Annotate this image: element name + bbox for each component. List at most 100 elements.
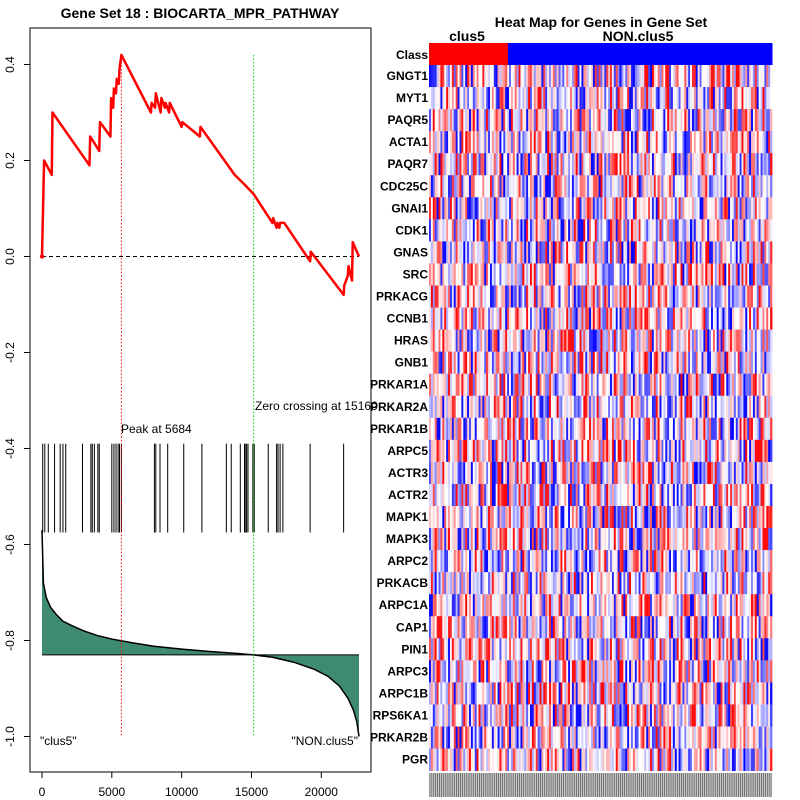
- heatmap-cell: [682, 87, 685, 110]
- heatmap-cell: [550, 373, 554, 397]
- heatmap-cell: [590, 439, 594, 463]
- heatmap-cell: [568, 263, 571, 286]
- heatmap-row: [429, 219, 773, 242]
- heatmap-cell: [634, 329, 638, 353]
- heatmap-cell: [545, 131, 548, 154]
- heatmap-cell: [655, 417, 659, 441]
- heatmap-cell: [684, 351, 687, 375]
- heatmap-cell: [469, 329, 472, 353]
- heatmap-cell: [459, 483, 462, 507]
- heatmap-cell: [434, 373, 438, 397]
- heatmap-cell: [594, 241, 598, 264]
- heatmap-cell: [478, 109, 481, 132]
- heatmap-cell: [499, 461, 502, 485]
- heatmap-cell: [581, 550, 584, 573]
- heatmap-cell: [718, 461, 721, 485]
- heatmap-cell: [547, 528, 550, 551]
- heatmap-cell: [587, 285, 590, 308]
- heatmap-cell: [758, 175, 761, 198]
- heatmap-cell: [621, 241, 624, 264]
- heatmap-cell: [560, 65, 563, 88]
- heatmap-cell: [693, 461, 697, 485]
- heatmap-cell: [497, 439, 500, 463]
- heatmap-cell: [459, 594, 462, 617]
- heatmap-cell: [564, 638, 567, 661]
- heatmap-cell: [566, 506, 569, 529]
- heatmap-cell: [703, 307, 706, 330]
- heatmap-cell: [537, 131, 540, 154]
- heatmap-cell: [524, 197, 527, 220]
- heatmap-cell: [497, 506, 500, 529]
- heatmap-cell: [613, 528, 617, 551]
- heatmap-cell: [699, 175, 702, 198]
- heatmap-cell: [728, 528, 731, 551]
- heatmap-cell: [560, 131, 563, 154]
- heatmap-cell: [617, 197, 620, 220]
- heatmap-cell: [589, 572, 592, 595]
- heatmap-cell: [768, 285, 771, 308]
- heatmap-cell: [495, 616, 498, 639]
- heatmap-cell: [749, 461, 752, 485]
- heatmap-cell: [667, 417, 670, 441]
- heatmap-cell: [566, 87, 569, 110]
- heatmap-cell: [722, 241, 725, 264]
- heatmap-cell: [611, 65, 615, 88]
- heatmap-cell: [749, 638, 752, 661]
- heatmap-cell: [549, 528, 552, 551]
- heatmap-cell: [457, 506, 460, 529]
- heatmap-cell: [608, 550, 611, 573]
- heatmap-cell: [430, 638, 434, 661]
- heatmap-cell: [549, 461, 552, 485]
- heatmap-cell: [556, 395, 559, 419]
- heatmap-cell: [568, 197, 571, 220]
- heatmap-cell: [688, 307, 691, 330]
- heatmap-cell: [745, 241, 748, 264]
- heatmap-cell: [518, 241, 521, 264]
- heatmap-cell: [564, 461, 567, 485]
- heatmap-cell: [438, 660, 441, 683]
- heatmap-cell: [476, 329, 479, 353]
- heatmap-cell: [448, 594, 451, 617]
- heatmap-cell: [592, 263, 596, 286]
- heatmap-cell: [604, 65, 607, 88]
- heatmap-cell: [722, 307, 725, 330]
- heatmap-cell: [541, 285, 544, 308]
- heatmap-cell: [448, 263, 451, 286]
- heatmap-cell: [608, 219, 611, 242]
- heatmap-cell: [657, 506, 660, 529]
- heatmap-cell: [432, 153, 436, 176]
- heatmap-cell: [564, 241, 567, 264]
- heatmap-cell: [459, 175, 462, 198]
- heatmap-cell: [735, 307, 739, 330]
- heatmap-cell: [619, 131, 622, 154]
- heatmap-cell: [638, 506, 641, 529]
- heatmap-cell: [756, 219, 760, 242]
- heatmap-cell: [488, 594, 491, 617]
- heatmap-cell: [589, 285, 592, 308]
- heatmap-cell: [722, 506, 725, 529]
- heatmap-cell: [655, 461, 659, 485]
- heatmap-cell: [497, 65, 500, 88]
- heatmap-cell: [688, 594, 691, 617]
- heatmap-cell: [608, 65, 611, 88]
- heatmap-cell: [680, 197, 683, 220]
- heatmap-cell: [705, 351, 708, 375]
- heatmap-cell: [665, 197, 668, 220]
- heatmap-cell: [484, 263, 487, 286]
- heatmap-cell: [472, 616, 476, 639]
- heatmap-cell: [602, 263, 605, 286]
- heatmap-cell: [766, 483, 769, 507]
- heatmap-cell: [512, 373, 516, 397]
- heatmap-cell: [430, 263, 434, 286]
- heatmap-cell: [507, 197, 510, 220]
- heatmap-cell: [436, 395, 439, 419]
- heatmap-cell: [524, 263, 527, 286]
- heatmap-cell: [524, 572, 527, 595]
- heatmap-cell: [467, 506, 470, 529]
- heatmap-cell: [602, 461, 605, 485]
- heatmap-cell: [655, 594, 659, 617]
- heatmap-cell: [436, 131, 439, 154]
- heatmap-cell: [691, 351, 695, 375]
- heatmap-cell: [520, 285, 523, 308]
- heatmap-cell: [531, 197, 535, 220]
